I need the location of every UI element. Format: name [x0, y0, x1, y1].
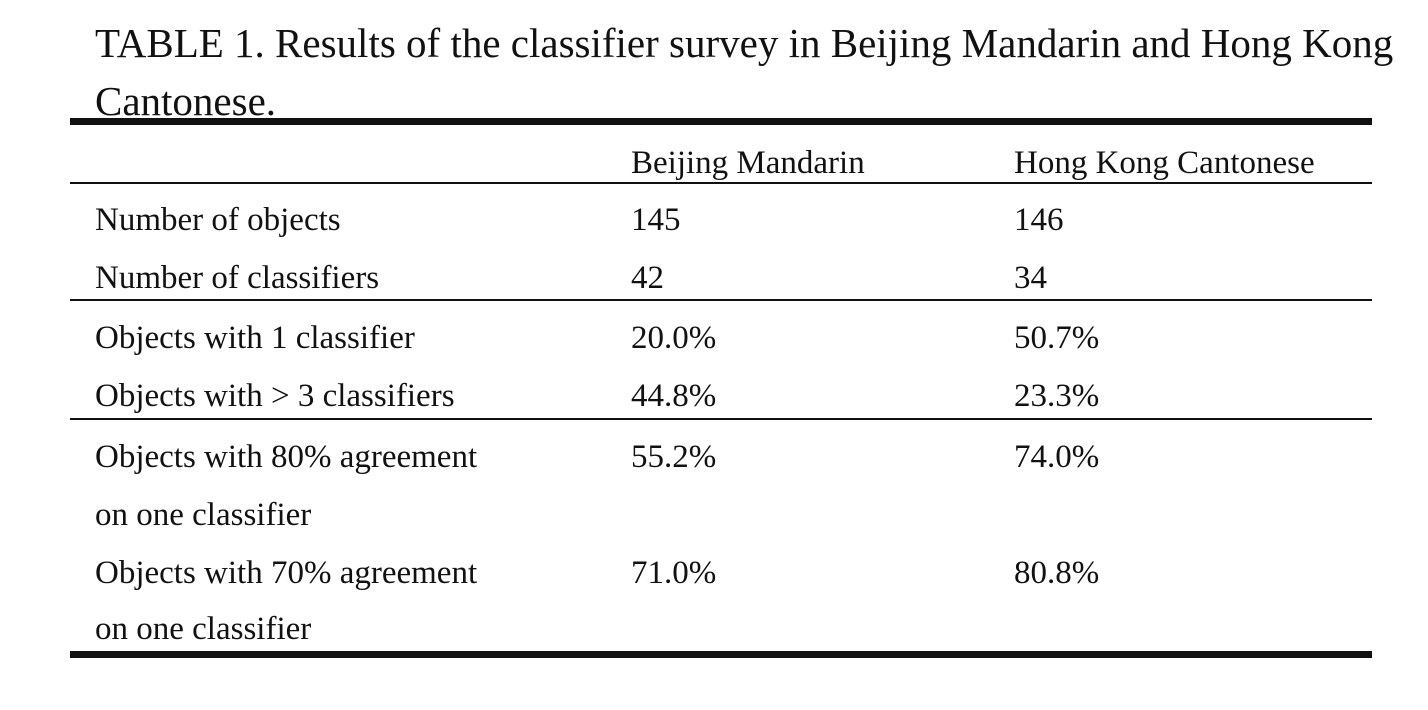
cell-hong-kong-cantonese: 80.8%	[1014, 555, 1100, 591]
table-caption: TABLE 1. Results of the classifier surve…	[95, 20, 1394, 124]
row-label: Objects with 1 classifier	[95, 320, 415, 356]
cell-beijing-mandarin: 20.0%	[631, 320, 717, 356]
header-rule	[70, 182, 1372, 184]
table-top-rule	[70, 118, 1372, 125]
cell-beijing-mandarin: 44.8%	[631, 378, 717, 414]
row-label: Objects with 70% agreement	[95, 555, 478, 591]
column-header-hong-kong-cantonese: Hong Kong Cantonese	[1014, 145, 1315, 181]
row-label: Number of classifiers	[95, 260, 380, 296]
row-label: Objects with 80% agreement	[95, 439, 478, 475]
row-label: Objects with > 3 classifiers	[95, 378, 455, 414]
cell-hong-kong-cantonese: 34	[1014, 260, 1047, 296]
group-rule	[70, 418, 1372, 420]
row-label-continuation: on one classifier	[95, 611, 312, 647]
cell-beijing-mandarin: 145	[631, 202, 681, 238]
cell-beijing-mandarin: 71.0%	[631, 555, 717, 591]
cell-hong-kong-cantonese: 50.7%	[1014, 320, 1100, 356]
cell-beijing-mandarin: 42	[631, 260, 664, 296]
cell-beijing-mandarin: 55.2%	[631, 439, 717, 475]
cell-hong-kong-cantonese: 23.3%	[1014, 378, 1100, 414]
row-label-continuation: on one classifier	[95, 497, 312, 533]
column-header-beijing-mandarin: Beijing Mandarin	[631, 145, 865, 181]
row-label: Number of objects	[95, 202, 341, 238]
table-bottom-rule	[70, 651, 1372, 658]
group-rule	[70, 299, 1372, 301]
cell-hong-kong-cantonese: 146	[1014, 202, 1064, 238]
cell-hong-kong-cantonese: 74.0%	[1014, 439, 1100, 475]
